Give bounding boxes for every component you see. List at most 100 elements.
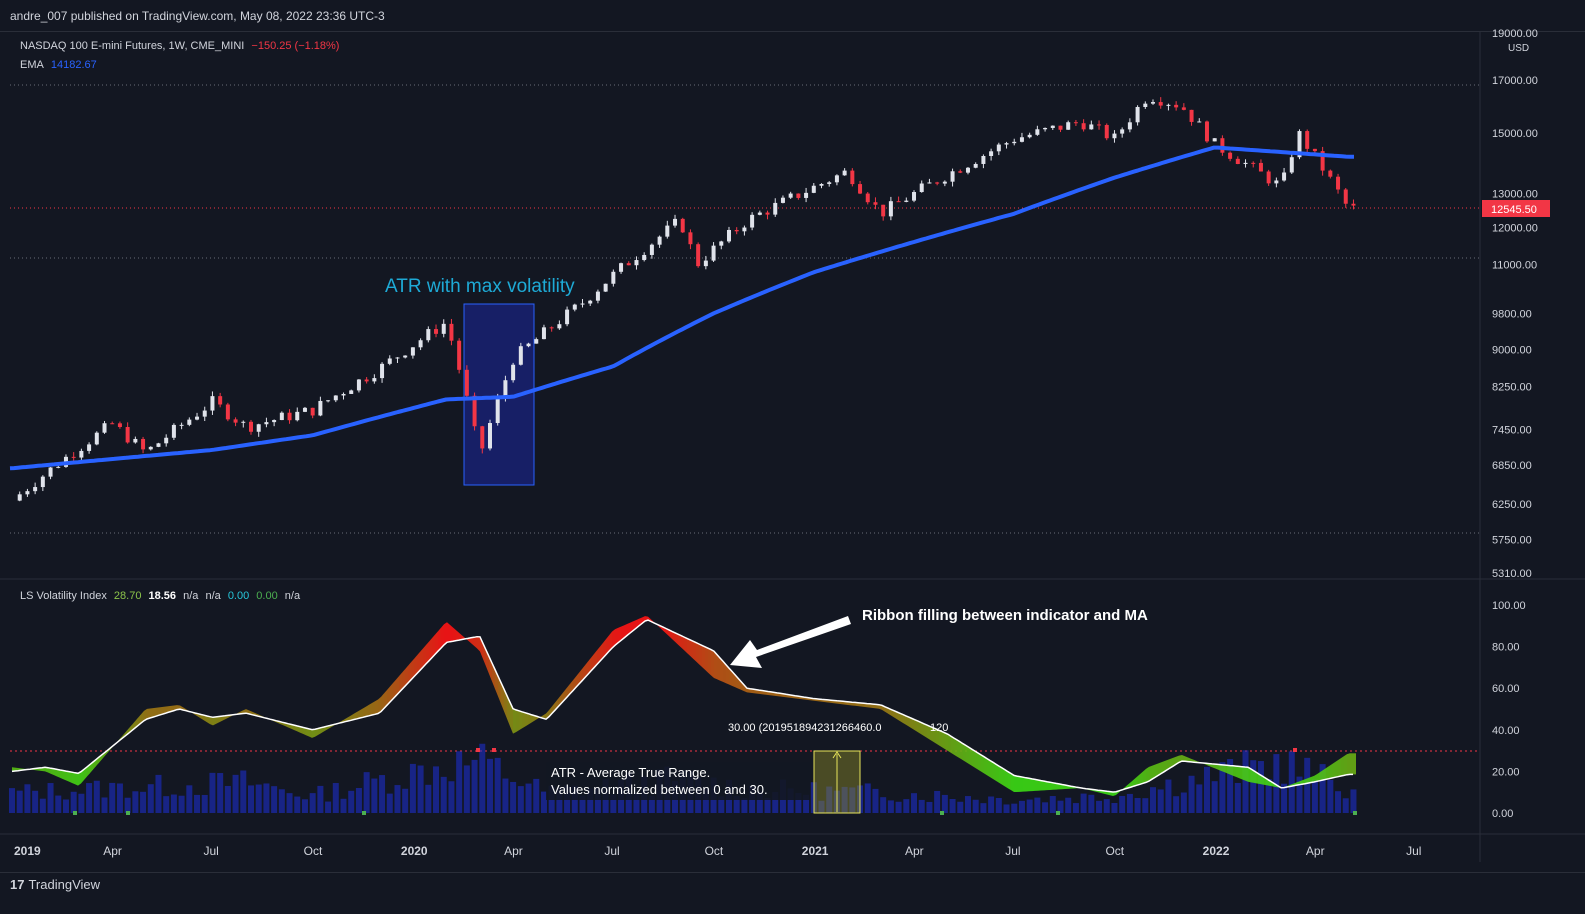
ribbon-segment [474, 637, 477, 649]
price-axis[interactable]: 5310.005750.006250.006850.007450.008250.… [1492, 28, 1538, 580]
atr-bar [109, 783, 115, 813]
candle-body [449, 324, 453, 341]
atr-bar [1204, 767, 1210, 813]
ribbon-segment [372, 701, 375, 715]
candle-body [1159, 102, 1163, 106]
brand-name: TradingView [28, 877, 100, 892]
atr-bar [965, 796, 971, 813]
candle-body [357, 379, 361, 390]
atr-bar [980, 803, 986, 813]
ribbon-segment [444, 622, 447, 645]
candle-body [288, 413, 292, 421]
ribbon-segment [1350, 753, 1353, 774]
atr-bar [441, 777, 447, 813]
ribbon-segment [60, 770, 63, 779]
atr-bar [896, 802, 902, 813]
candle-body [997, 145, 1001, 152]
ribbon-segment [1020, 777, 1023, 792]
atr-bar [487, 759, 493, 813]
candle-body [380, 364, 384, 378]
candle-body [881, 205, 885, 217]
atr-bar [880, 797, 886, 813]
ribbon-segment [1230, 766, 1233, 776]
atr-bar [387, 794, 393, 813]
atr-bar [888, 800, 894, 813]
ribbon-segment [519, 711, 522, 730]
atr-bar [1304, 758, 1310, 813]
atr-note-line2: Values normalized between 0 and 30. [551, 782, 768, 797]
candle-body [388, 358, 392, 363]
atr-bar [410, 764, 416, 813]
atr-bar [263, 783, 269, 813]
atr-bar [765, 798, 771, 813]
atr-bar [1088, 795, 1094, 813]
atr-bar [996, 798, 1002, 813]
atr-bar [163, 796, 169, 813]
candle-body [1236, 159, 1240, 164]
footer-bar [0, 872, 1585, 914]
candle-body [1182, 107, 1186, 109]
atr-bar [17, 791, 23, 813]
candle-body [974, 164, 978, 168]
candle-body [164, 438, 168, 444]
atr-bar [942, 795, 948, 813]
atr-bar [1343, 798, 1349, 813]
ribbon-segment [1044, 781, 1047, 790]
atr-bar [1327, 780, 1333, 813]
atr-note-line1: ATR - Average True Range. [551, 765, 710, 780]
chart-canvas[interactable]: ATR with max volatility 12545.50 5310.00… [0, 0, 1585, 872]
atr-bar [533, 779, 539, 813]
candle-body [1058, 126, 1062, 130]
candle-body [1174, 105, 1178, 108]
ribbon-segment [1347, 753, 1350, 774]
ribbon-segment [681, 636, 684, 651]
candle-body [596, 292, 600, 301]
candle-body [1205, 121, 1209, 141]
candle-body [1074, 122, 1078, 123]
atr-bar [302, 799, 308, 813]
atr-bar [1073, 803, 1079, 813]
ribbon-segment [987, 759, 990, 778]
candle-body [311, 408, 315, 416]
atr-bar [1127, 794, 1133, 813]
candle-body [133, 439, 137, 442]
time-tick-label: Jul [1406, 844, 1421, 858]
ribbon-segment [1143, 769, 1146, 783]
candle-body [1244, 163, 1248, 164]
atr-bar [40, 799, 46, 813]
atr-bar [325, 802, 331, 813]
candle-body [72, 457, 76, 458]
candle-body [1028, 135, 1032, 137]
candle-body [943, 182, 947, 184]
atr-bar [394, 785, 400, 813]
candles-group [18, 97, 1356, 501]
price-tick-label: 5310.00 [1492, 568, 1532, 580]
atr-box-title: ATR with max volatility [385, 276, 575, 297]
currency-unit: USD [1508, 43, 1529, 54]
price-tick-label: 7450.00 [1492, 425, 1532, 437]
candle-body [812, 186, 816, 193]
candle-body [519, 346, 523, 365]
indicator-tick-label: 60.00 [1492, 683, 1520, 695]
ribbon-segment [1332, 762, 1335, 778]
candle-body [904, 201, 908, 202]
candle-body [1344, 189, 1348, 203]
ribbon-segment [216, 717, 219, 724]
atr-bar [48, 783, 54, 813]
atr-bar [464, 765, 470, 813]
atr-bar [1034, 798, 1040, 813]
candle-body [712, 246, 716, 261]
atr-bar [1104, 799, 1110, 813]
atr-bar [1065, 798, 1071, 813]
candle-body [411, 347, 415, 355]
atr-bar [348, 791, 354, 813]
atr-bar [1250, 760, 1256, 813]
atr-bar [379, 775, 385, 813]
atr-bar [240, 770, 246, 813]
atr-bar [279, 789, 285, 813]
atr-bar [1335, 791, 1341, 813]
atr-bar [225, 786, 231, 813]
